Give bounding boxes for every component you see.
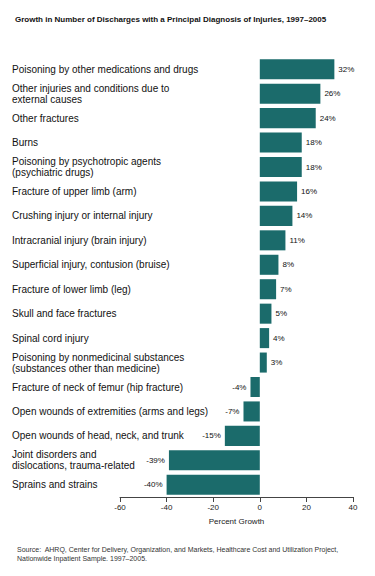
svg-text:Intracranial injury (brain inj: Intracranial injury (brain injury) bbox=[12, 235, 147, 246]
svg-text:Spinal cord injury: Spinal cord injury bbox=[12, 333, 89, 344]
svg-text:Percent Growth: Percent Growth bbox=[209, 517, 265, 526]
svg-text:Other fractures: Other fractures bbox=[12, 113, 79, 124]
svg-text:16%: 16% bbox=[301, 187, 317, 196]
svg-text:external causes: external causes bbox=[12, 94, 82, 105]
svg-text:18%: 18% bbox=[306, 163, 322, 172]
svg-text:11%: 11% bbox=[289, 236, 304, 245]
svg-text:Fracture of lower limb (leg): Fracture of lower limb (leg) bbox=[12, 284, 131, 295]
svg-text:5%: 5% bbox=[275, 309, 287, 318]
svg-text:Fracture of upper limb (arm): Fracture of upper limb (arm) bbox=[12, 186, 136, 197]
svg-text:Joint disorders and: Joint disorders and bbox=[12, 449, 97, 460]
svg-text:Nationwide Inpatient Sample. 1: Nationwide Inpatient Sample. 1997–2005. bbox=[17, 555, 147, 563]
svg-text:40: 40 bbox=[349, 503, 358, 512]
svg-text:-4%: -4% bbox=[232, 383, 246, 392]
svg-text:-40%: -40% bbox=[144, 480, 163, 489]
svg-text:Fracture of neck of femur (hip: Fracture of neck of femur (hip fracture) bbox=[12, 382, 183, 393]
svg-text:3%: 3% bbox=[271, 358, 283, 367]
svg-text:20: 20 bbox=[302, 503, 311, 512]
svg-text:Poisoning by psychotropic agen: Poisoning by psychotropic agents bbox=[12, 156, 161, 167]
svg-text:(substances other than medicin: (substances other than medicine) bbox=[12, 363, 160, 374]
svg-text:-40: -40 bbox=[161, 503, 173, 512]
svg-text:14%: 14% bbox=[296, 211, 312, 220]
svg-text:32%: 32% bbox=[338, 65, 354, 74]
svg-text:Sprains and strains: Sprains and strains bbox=[12, 479, 98, 490]
svg-text:Crushing injury or internal in: Crushing injury or internal injury bbox=[12, 210, 153, 221]
svg-text:Growth in Number of Discharges: Growth in Number of Discharges with a Pr… bbox=[15, 15, 327, 24]
svg-text:Open wounds of extremities (ar: Open wounds of extremities (arms and leg… bbox=[12, 406, 208, 417]
svg-text:Skull and face fractures: Skull and face fractures bbox=[12, 308, 117, 319]
svg-text:Poisoning by other medications: Poisoning by other medications and drugs bbox=[12, 64, 198, 75]
svg-text:dislocations, trauma-related: dislocations, trauma-related bbox=[12, 460, 135, 471]
svg-text:8%: 8% bbox=[282, 260, 294, 269]
svg-text:0: 0 bbox=[258, 503, 263, 512]
svg-text:Other injuries and conditions: Other injuries and conditions due to bbox=[12, 83, 170, 94]
svg-text:Burns: Burns bbox=[12, 137, 38, 148]
svg-text:18%: 18% bbox=[306, 138, 322, 147]
svg-text:-15%: -15% bbox=[202, 431, 221, 440]
svg-text:-7%: -7% bbox=[225, 407, 239, 416]
svg-text:26%: 26% bbox=[324, 89, 340, 98]
svg-text:4%: 4% bbox=[273, 334, 285, 343]
svg-text:Open wounds of head, neck, and: Open wounds of head, neck, and trunk bbox=[12, 430, 185, 441]
svg-text:-20: -20 bbox=[207, 503, 219, 512]
svg-text:Poisoning by nonmedicinal subs: Poisoning by nonmedicinal substances bbox=[12, 352, 184, 363]
svg-text:24%: 24% bbox=[320, 114, 336, 123]
svg-text:7%: 7% bbox=[280, 285, 292, 294]
svg-text:-60: -60 bbox=[114, 503, 126, 512]
svg-text:(psychiatric drugs): (psychiatric drugs) bbox=[12, 167, 94, 178]
svg-text:Superficial injury, contusion: Superficial injury, contusion (bruise) bbox=[12, 259, 170, 270]
svg-text:Source: AHRQ, Center for Deli: Source: AHRQ, Center for Delivery, Organ… bbox=[17, 546, 340, 554]
svg-text:-39%: -39% bbox=[146, 456, 165, 465]
